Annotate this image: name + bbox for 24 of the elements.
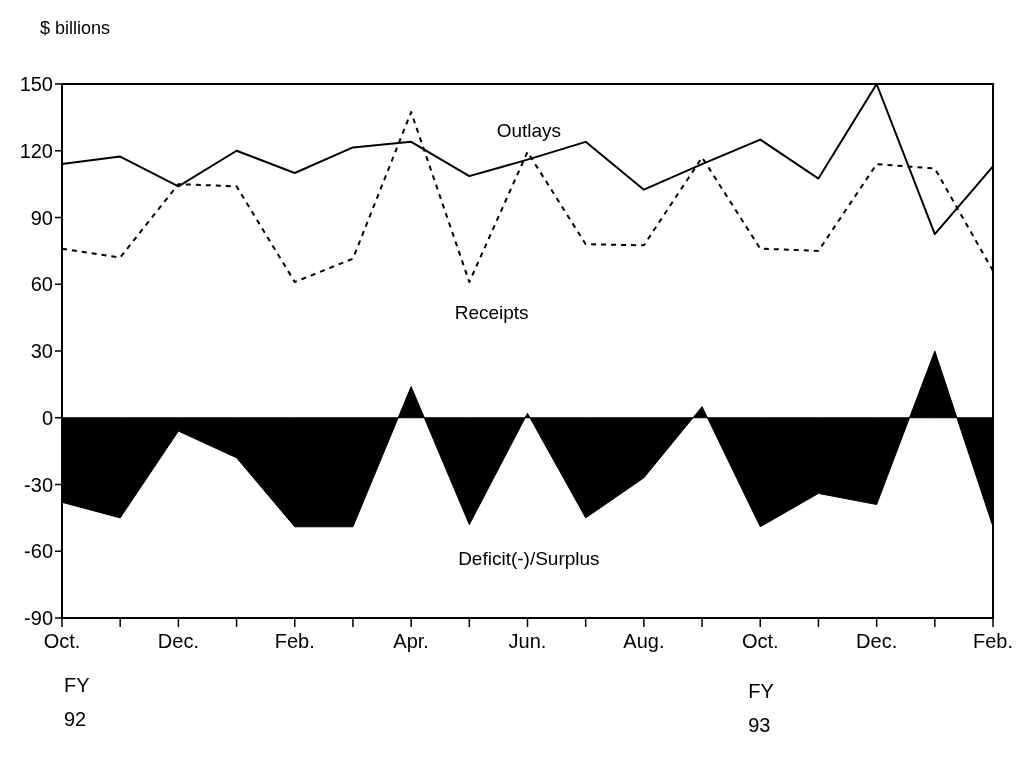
x-tick-label: Dec.: [157, 630, 199, 652]
series-label: Outlays: [496, 120, 562, 142]
x-tick-label: Jun.: [508, 630, 547, 652]
x-tick-label: Feb.: [972, 630, 1014, 652]
x-tick-label: Apr.: [393, 630, 429, 652]
y-axis-title: $ billions: [40, 18, 111, 38]
x-tick-label: Feb.: [274, 630, 315, 652]
y-tick-label: 30: [30, 340, 53, 362]
text: FY 92: [64, 674, 90, 730]
x-tick-label: Aug.: [623, 630, 665, 652]
y-tick-label: 150: [19, 73, 53, 95]
x-tick-label: Oct.: [43, 630, 81, 652]
y-tick-label: -90: [24, 607, 53, 629]
y-tick-label: 0: [41, 406, 53, 429]
series-label: Receipts: [454, 301, 529, 323]
y-tick-label: 120: [19, 139, 53, 162]
text: FY 93: [748, 680, 774, 736]
y-tick-label: -30: [24, 473, 53, 496]
y-tick-label: -60: [24, 540, 53, 563]
x-tick-label: Oct.: [741, 630, 779, 652]
y-tick-label: 90: [30, 206, 53, 229]
y-tick-label: 60: [30, 273, 53, 296]
x-tick-label: Dec.: [856, 630, 898, 652]
series-label: Deficit(-)/Surplus: [458, 547, 600, 569]
